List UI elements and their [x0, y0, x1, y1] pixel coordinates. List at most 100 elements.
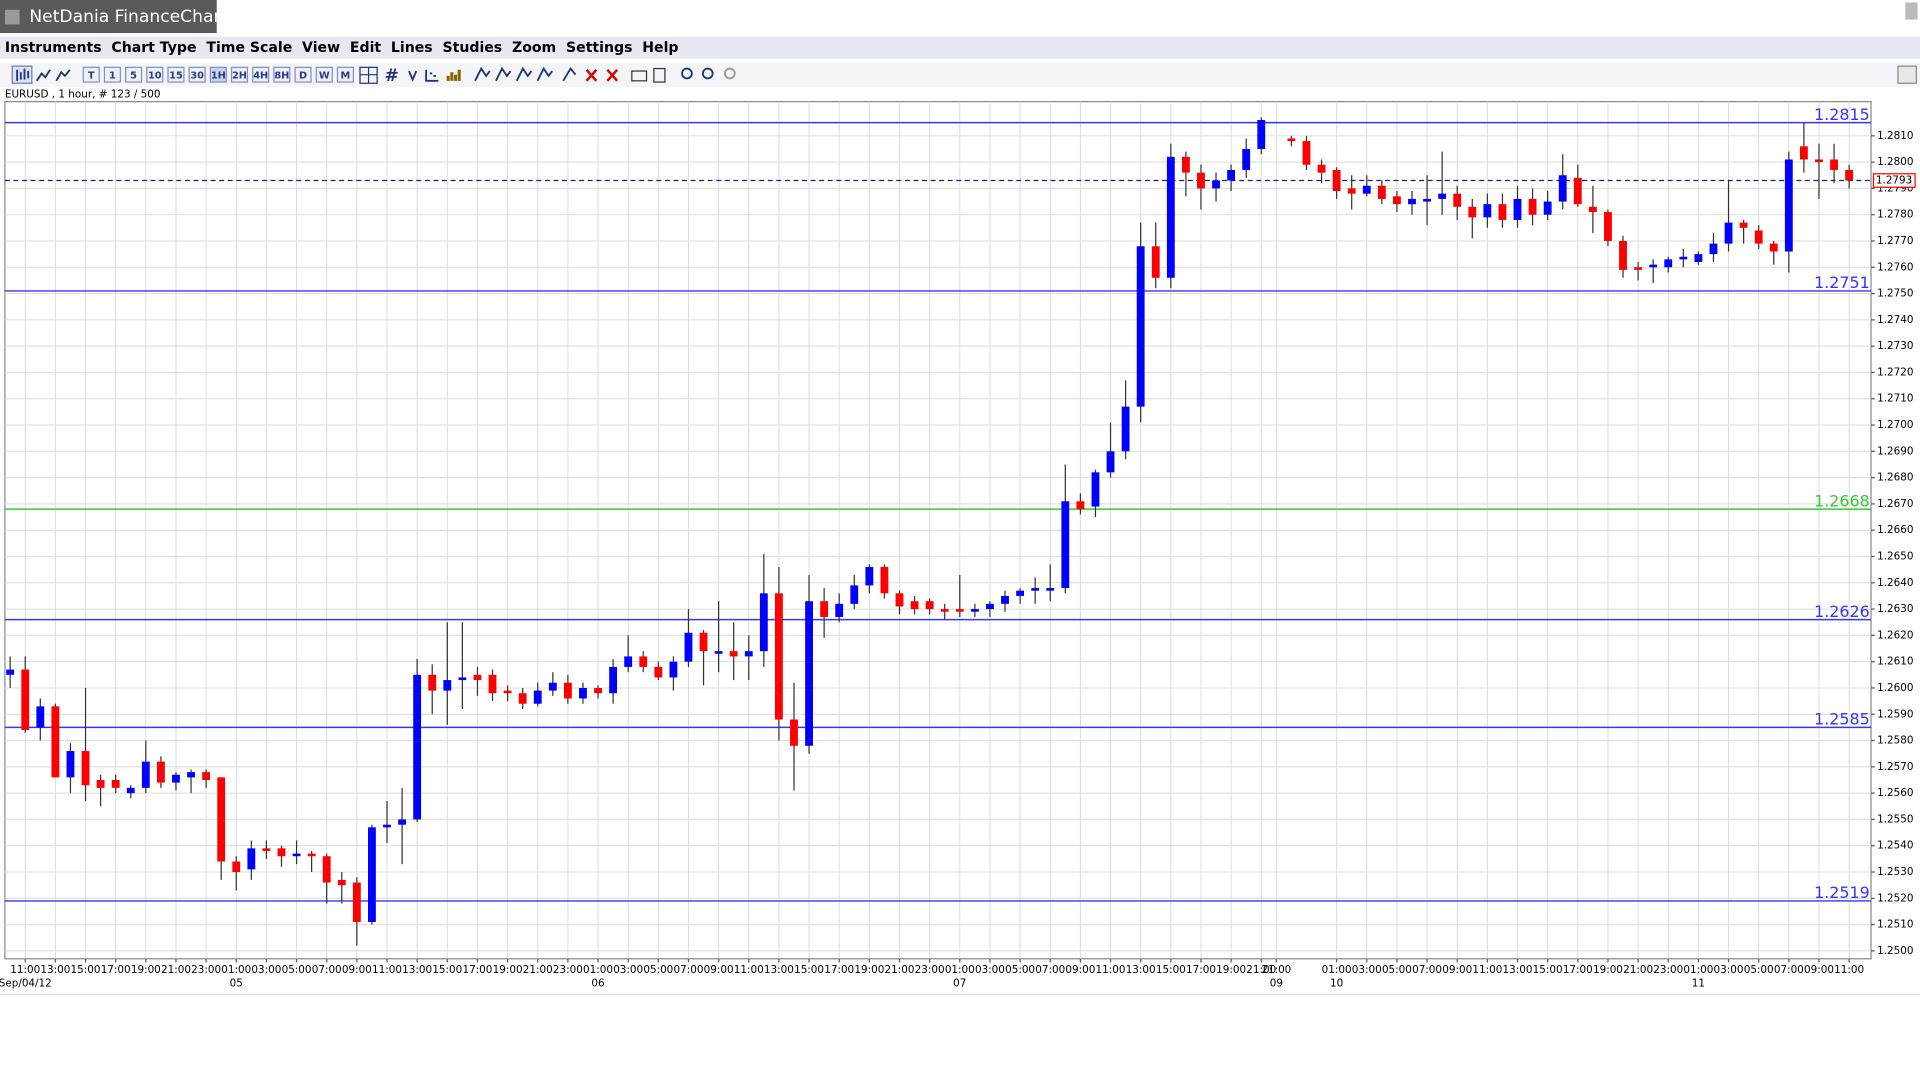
volume-button[interactable] — [446, 69, 461, 81]
print-button[interactable] — [631, 70, 648, 82]
drawing-tools[interactable] — [474, 66, 553, 82]
x-tick-label: 13:00 — [764, 964, 794, 976]
line-tool[interactable] — [562, 66, 577, 82]
menu-item[interactable]: Chart Type — [111, 40, 196, 56]
line-chart-button[interactable] — [35, 69, 51, 82]
date-label: 09 — [1270, 977, 1283, 989]
candle-body — [398, 819, 406, 825]
chart-title: EURUSD , 1 hour, # 123 / 500 — [5, 88, 161, 100]
menu-item[interactable]: Settings — [566, 40, 632, 56]
candle-body — [1754, 230, 1763, 244]
candle-body — [217, 777, 226, 862]
candle-body — [1212, 180, 1220, 189]
y-tick-label: 1.2630 — [1877, 603, 1913, 615]
menu-item[interactable]: Studies — [442, 40, 502, 56]
level-label: 1.2751 — [1814, 273, 1870, 292]
icon-button[interactable] — [408, 70, 418, 82]
candle-body — [1724, 222, 1733, 244]
menu: Instruments Chart Type Time Scale View Edit L… — [5, 40, 679, 56]
panel-button[interactable] — [1897, 65, 1917, 84]
timeframe-button[interactable] — [294, 66, 312, 83]
zoom-reset-button[interactable] — [723, 67, 736, 80]
candle-body — [955, 609, 964, 612]
candle-body — [337, 879, 346, 886]
zoom-out-button[interactable] — [701, 67, 714, 80]
timeframe-label: 10 — [148, 70, 162, 81]
timeframe-label: 4H — [253, 70, 268, 81]
timeframe-button[interactable] — [188, 66, 206, 83]
candle-body — [925, 601, 934, 610]
x-tick-label: 05:00 — [1005, 964, 1035, 976]
candle-body — [81, 751, 90, 786]
y-tick-label: 1.2500 — [1877, 945, 1913, 957]
menu-item[interactable]: Lines — [391, 40, 433, 56]
delete-button[interactable] — [585, 68, 598, 82]
timeframe-label: D — [299, 70, 307, 81]
candle-body — [1302, 141, 1311, 165]
menu-item[interactable]: Help — [642, 40, 678, 56]
scale-button[interactable] — [425, 69, 439, 82]
x-tick-label: 11:00 — [1096, 964, 1126, 976]
zoom-in-button[interactable] — [681, 67, 693, 80]
candle-body — [563, 682, 572, 699]
timeframe-button[interactable] — [336, 66, 355, 83]
candle-body — [413, 674, 422, 820]
candle-body — [895, 593, 904, 607]
candle-body — [443, 680, 452, 691]
y-tick-label: 1.2670 — [1877, 498, 1913, 510]
x-tick-label: 01:00 — [945, 964, 975, 976]
candle-body — [1588, 206, 1597, 213]
candle-body — [1332, 169, 1341, 192]
candle-body — [473, 674, 482, 681]
y-tick-label: 1.2720 — [1877, 366, 1913, 378]
grid-button[interactable]: # — [384, 66, 398, 86]
title-bar: NetDania FinanceChart — [0, 0, 1918, 34]
menu-item[interactable]: Time Scale — [206, 40, 292, 56]
area-chart-button[interactable] — [55, 69, 71, 82]
x-tick-label: 05:00 — [282, 964, 312, 976]
candle-body — [277, 848, 286, 857]
y-tick-label: 1.2520 — [1877, 892, 1913, 904]
candle-body — [684, 632, 693, 662]
delete-all-button[interactable] — [606, 68, 619, 82]
timeframe-button[interactable] — [252, 66, 270, 83]
candle-body — [1468, 206, 1477, 218]
candle-body — [1573, 177, 1582, 205]
x-tick-label: 23:00 — [553, 964, 583, 976]
candle-body — [1408, 198, 1416, 205]
timeframe-button[interactable] — [167, 66, 185, 83]
y-tick-label: 1.2580 — [1877, 735, 1913, 747]
x-tick-label: 15:00 — [1533, 964, 1563, 976]
timeframe-button[interactable] — [273, 66, 291, 83]
candle-body — [1091, 472, 1100, 507]
candle-body — [352, 882, 361, 922]
timeframe-button[interactable] — [146, 66, 164, 83]
menu-item[interactable]: Instruments — [5, 40, 102, 56]
x-tick-label: 23:00 — [915, 964, 945, 976]
candle-body — [774, 593, 783, 720]
candle-body — [126, 787, 135, 794]
candle-body — [1136, 246, 1145, 407]
candle-body — [579, 687, 587, 699]
candles — [6, 117, 1854, 946]
timeframe-button[interactable] — [103, 66, 121, 83]
level-label: 1.2519 — [1814, 883, 1870, 902]
candle-body — [820, 601, 829, 617]
candle-body — [503, 690, 512, 694]
x-tick-label: 15:00 — [794, 964, 824, 976]
menu-bar — [0, 36, 1920, 59]
timeframe-button[interactable] — [315, 66, 333, 83]
candle-body — [986, 603, 994, 610]
candle-body — [1227, 169, 1236, 181]
timeframe-button[interactable] — [209, 66, 227, 83]
menu-item[interactable]: Zoom — [512, 40, 556, 56]
menu-item[interactable]: View — [302, 40, 340, 56]
timeframe-button[interactable] — [230, 66, 249, 83]
preview-button[interactable] — [653, 67, 666, 83]
timeframe-button[interactable] — [125, 66, 143, 83]
timeframe-label: 30 — [190, 70, 204, 81]
timeframe-button[interactable] — [82, 66, 100, 83]
x-tick-label: 03:00 — [1352, 964, 1382, 976]
menu-item[interactable]: Edit — [350, 40, 382, 56]
candle-body — [714, 651, 723, 654]
